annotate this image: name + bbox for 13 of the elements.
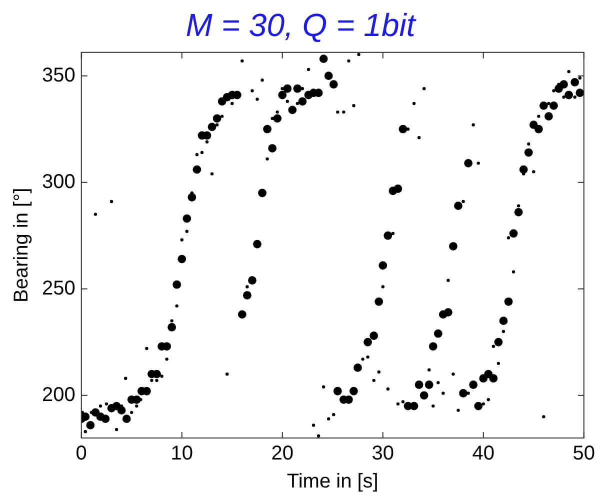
x-tick-label: 0 — [76, 442, 87, 465]
y-tick-label: 250 — [42, 277, 76, 300]
x-tick-label: 10 — [170, 442, 193, 465]
y-tick-label: 300 — [42, 170, 76, 193]
x-tick-label: 20 — [271, 442, 294, 465]
x-axis-title: Time in [s] — [286, 470, 378, 493]
y-axis-title: Bearing in [°] — [10, 188, 33, 303]
x-tick-label: 50 — [572, 442, 595, 465]
x-tick-label: 40 — [472, 442, 494, 465]
chart-title: M = 30, Q = 1bit — [186, 7, 416, 44]
y-tick-label: 350 — [42, 64, 76, 86]
x-tick-label: 30 — [372, 442, 394, 465]
y-tick-label: 200 — [42, 384, 76, 406]
